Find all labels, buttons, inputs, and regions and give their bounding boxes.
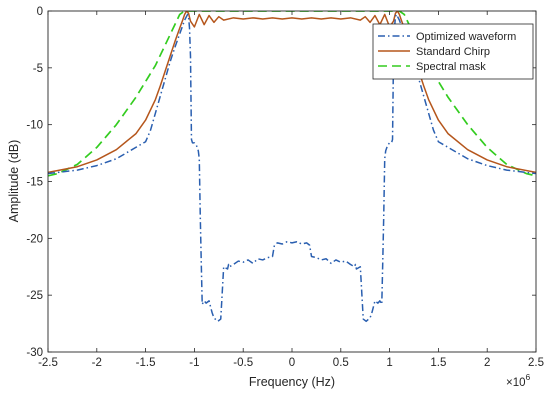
- x-axis-exponent-base: ×10: [506, 377, 526, 389]
- legend-label-chirp: Standard Chirp: [416, 46, 490, 58]
- y-tick-label: -10: [26, 120, 43, 132]
- x-tick-label: 0: [289, 357, 295, 369]
- legend-label-optimized: Optimized waveform: [416, 31, 516, 43]
- x-axis-exponent-label: ×106: [506, 372, 531, 389]
- x-tick-label: 1.5: [430, 357, 446, 369]
- x-tick-label: 0.5: [333, 357, 349, 369]
- x-axis-ticks: -2.5 -2 -1.5 -1 -0.5 0 0.5 1 1.5 2 2.5: [38, 11, 544, 369]
- y-tick-label: -30: [26, 347, 43, 359]
- x-axis-label: Frequency (Hz): [249, 375, 335, 389]
- x-tick-label: -2: [92, 357, 102, 369]
- x-tick-label: 2: [484, 357, 490, 369]
- legend-label-mask: Spectral mask: [416, 61, 486, 73]
- series-line-optimized: [48, 13, 536, 323]
- x-tick-label: 2.5: [528, 357, 544, 369]
- x-tick-label: -0.5: [233, 357, 253, 369]
- legend: Optimized waveform Standard Chirp Spectr…: [372, 23, 534, 80]
- y-tick-label: -15: [26, 177, 43, 189]
- x-tick-label: 1: [386, 357, 392, 369]
- y-axis-ticks: 0 -5 -10 -15 -20 -25 -30: [26, 6, 536, 359]
- y-axis-label: Amplitude (dB): [7, 140, 21, 223]
- x-tick-label: -1.5: [136, 357, 156, 369]
- x-tick-label: -1: [189, 357, 199, 369]
- x-axis-exponent-power: 6: [526, 372, 531, 382]
- series-line-mask: [48, 11, 536, 177]
- x-tick-label: -2.5: [38, 357, 58, 369]
- y-tick-label: 0: [37, 6, 43, 18]
- y-tick-label: -25: [26, 290, 43, 302]
- y-tick-label: -20: [26, 233, 43, 245]
- y-tick-label: -5: [33, 63, 43, 75]
